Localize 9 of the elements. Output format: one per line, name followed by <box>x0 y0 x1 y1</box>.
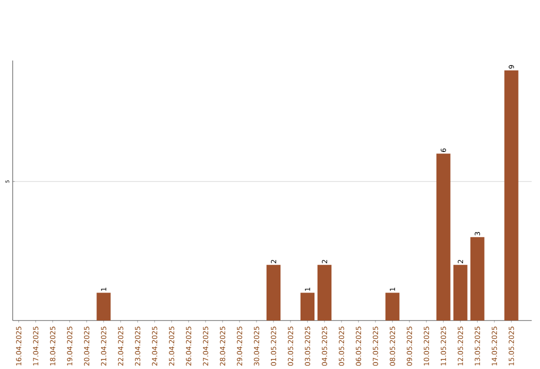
bar <box>317 264 332 320</box>
bar <box>266 264 281 320</box>
bar <box>436 153 450 320</box>
bar <box>470 236 484 320</box>
bar <box>504 70 518 320</box>
bar <box>385 292 400 320</box>
bar <box>453 264 468 320</box>
bar <box>96 292 111 320</box>
bar <box>300 292 314 320</box>
